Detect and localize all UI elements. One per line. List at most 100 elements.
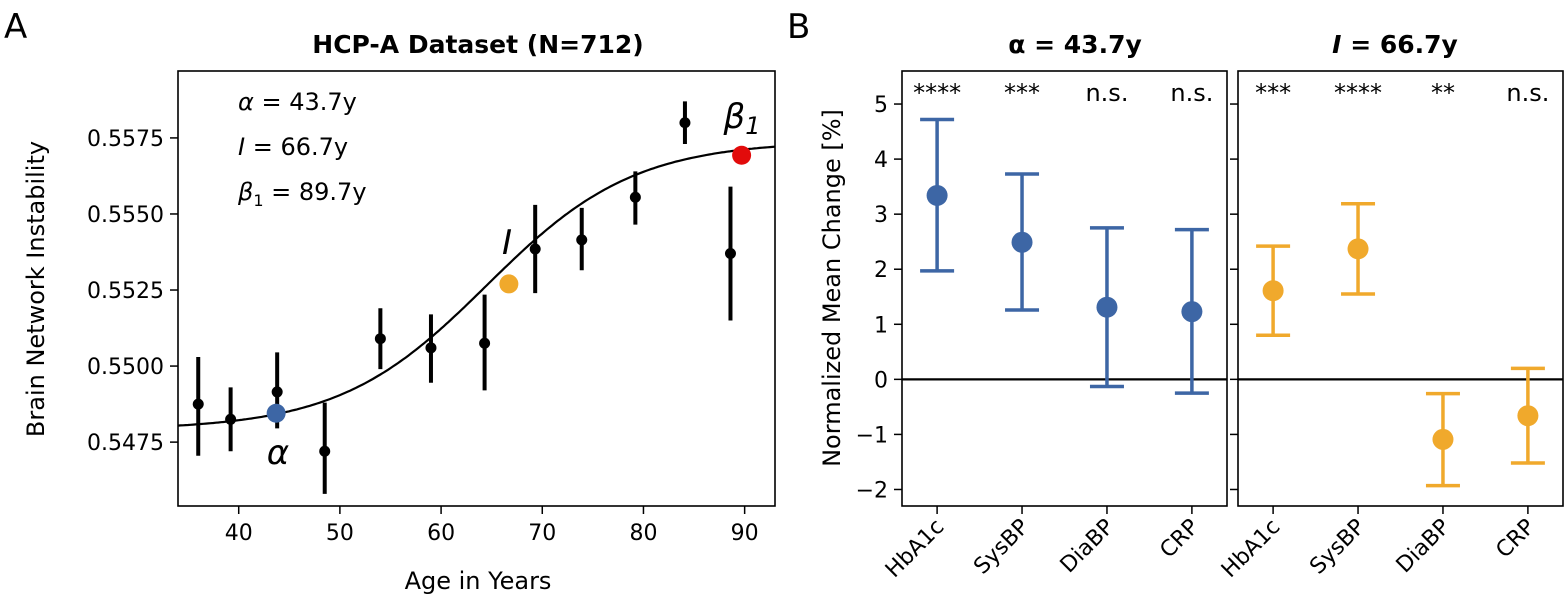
panel-letter-a: A — [4, 7, 27, 47]
data-point — [319, 402, 331, 494]
data-point-marker — [679, 117, 691, 129]
panel-b-right-title: I = 66.7y — [1332, 30, 1458, 59]
y-tick-label: −2 — [856, 478, 888, 503]
subplot-frame — [901, 70, 1228, 507]
data-point — [225, 387, 237, 452]
panel-b-y-axis-label: Normalized Mean Change [%] — [818, 109, 846, 467]
highlight-marker — [266, 403, 286, 423]
data-point-marker — [724, 248, 736, 260]
y-tick-label: 4 — [874, 148, 888, 173]
significance-label: n.s. — [1170, 79, 1213, 107]
data-point-marker — [374, 333, 386, 345]
data-point — [479, 294, 491, 391]
y-tick-label: 0.5575 — [87, 127, 164, 152]
annotation-alpha: α = 43.7y — [238, 88, 357, 116]
data-point-marker — [1432, 428, 1454, 450]
panel-a-markers — [266, 145, 752, 423]
significance-label: ** — [1431, 79, 1455, 107]
x-tick-label: HbA1c — [881, 515, 949, 583]
x-tick-label: HbA1c — [1217, 515, 1285, 583]
y-tick-label: 0.5475 — [87, 431, 164, 456]
inflection-marker-label: I — [502, 223, 512, 263]
data-point-marker — [926, 184, 948, 206]
panel-b-right-subplot: HbA1c *** SysBP **** DiaBP ** CRP n.s. — [1217, 70, 1564, 583]
beta1-marker-label: β1 — [723, 97, 761, 140]
data-point-marker — [1517, 405, 1539, 427]
data-point — [1174, 227, 1209, 395]
panel-a-y-axis-label: Brain Network Instability — [22, 141, 50, 437]
y-tick-label: 0.5550 — [87, 203, 164, 228]
significance-label: *** — [1004, 79, 1040, 107]
data-point — [192, 356, 204, 456]
y-tick-label: 5 — [874, 93, 888, 118]
panel-a-x-axis-label: Age in Years — [405, 567, 552, 595]
x-tick-label: 50 — [326, 521, 354, 546]
data-point-marker — [1347, 238, 1369, 260]
highlight-marker — [732, 145, 752, 165]
panel-b-left-subplot: −2 −1 0 1 2 3 4 5 HbA1c **** SysBP *** DiaBP n.s. CRP n… — [856, 70, 1228, 583]
annotation-inflection: I = 66.7y — [238, 133, 348, 161]
y-tick-label: 1 — [874, 313, 888, 338]
y-tick-label: −1 — [856, 423, 888, 448]
x-tick-label: SysBP — [969, 515, 1034, 580]
data-point-marker — [576, 234, 588, 246]
data-point-marker — [1181, 301, 1203, 323]
x-tick-label: CRP — [1491, 515, 1540, 564]
x-tick-label: 90 — [731, 521, 759, 546]
y-tick-label: 0.5500 — [87, 355, 164, 380]
data-point-marker — [271, 386, 283, 398]
data-point — [1341, 201, 1376, 296]
x-tick-label: DiaBP — [1392, 515, 1456, 579]
data-point — [920, 117, 955, 273]
x-tick-label: DiaBP — [1056, 515, 1120, 579]
y-tick-label: 0 — [874, 368, 888, 393]
data-point-marker — [1011, 231, 1033, 253]
data-point — [724, 186, 736, 321]
data-point — [576, 207, 588, 271]
panel-a-ticks: 40 50 60 70 80 90 0.5475 0.5500 0.5525 0.5550 0.55… — [87, 127, 759, 546]
data-point — [1256, 244, 1291, 338]
data-point — [1005, 172, 1040, 312]
data-point-marker — [319, 445, 331, 457]
annotation-beta1: β1 = 89.7y — [237, 178, 367, 210]
alpha-marker-label: α — [267, 433, 289, 473]
highlight-marker — [499, 274, 519, 294]
panel-b-left-title: α = 43.7y — [1008, 30, 1142, 59]
x-tick-label: 80 — [629, 521, 657, 546]
significance-label: **** — [913, 79, 961, 107]
y-tick-label: 0.5525 — [87, 279, 164, 304]
data-point — [1510, 366, 1545, 465]
significance-label: n.s. — [1085, 79, 1128, 107]
y-tick-label: 2 — [874, 258, 888, 283]
significance-label: *** — [1255, 79, 1291, 107]
x-tick-label: CRP — [1155, 515, 1204, 564]
data-point — [374, 308, 386, 370]
x-tick-label: 70 — [528, 521, 556, 546]
y-tick-label: 3 — [874, 203, 888, 228]
subplot-frame — [1237, 70, 1564, 507]
data-point — [679, 101, 691, 145]
panel-a-frame — [177, 70, 776, 507]
panel-b-chart: α = 43.7y I = 66.7y Normalized Mean Chan… — [818, 30, 1564, 583]
data-point-marker — [1096, 296, 1118, 318]
panel-a-title: HCP-A Dataset (N=712) — [312, 30, 643, 59]
x-tick-label: 60 — [427, 521, 455, 546]
data-point-marker — [425, 342, 437, 354]
data-point — [629, 171, 641, 225]
significance-label: n.s. — [1506, 79, 1549, 107]
data-point-marker — [1262, 280, 1284, 302]
panel-a-annotations: α = 43.7y I = 66.7y β1 = 89.7y — [237, 88, 367, 210]
data-point — [425, 314, 437, 383]
data-point — [1089, 226, 1124, 389]
x-tick-label: SysBP — [1305, 515, 1370, 580]
data-point-marker — [479, 337, 491, 349]
data-point — [529, 204, 541, 294]
significance-label: **** — [1334, 79, 1382, 107]
data-point-marker — [192, 398, 204, 410]
x-tick-label: 40 — [225, 521, 253, 546]
data-point-marker — [529, 243, 541, 255]
data-point — [1425, 391, 1460, 488]
panel-letter-b: B — [787, 7, 810, 47]
data-point-marker — [225, 413, 237, 425]
